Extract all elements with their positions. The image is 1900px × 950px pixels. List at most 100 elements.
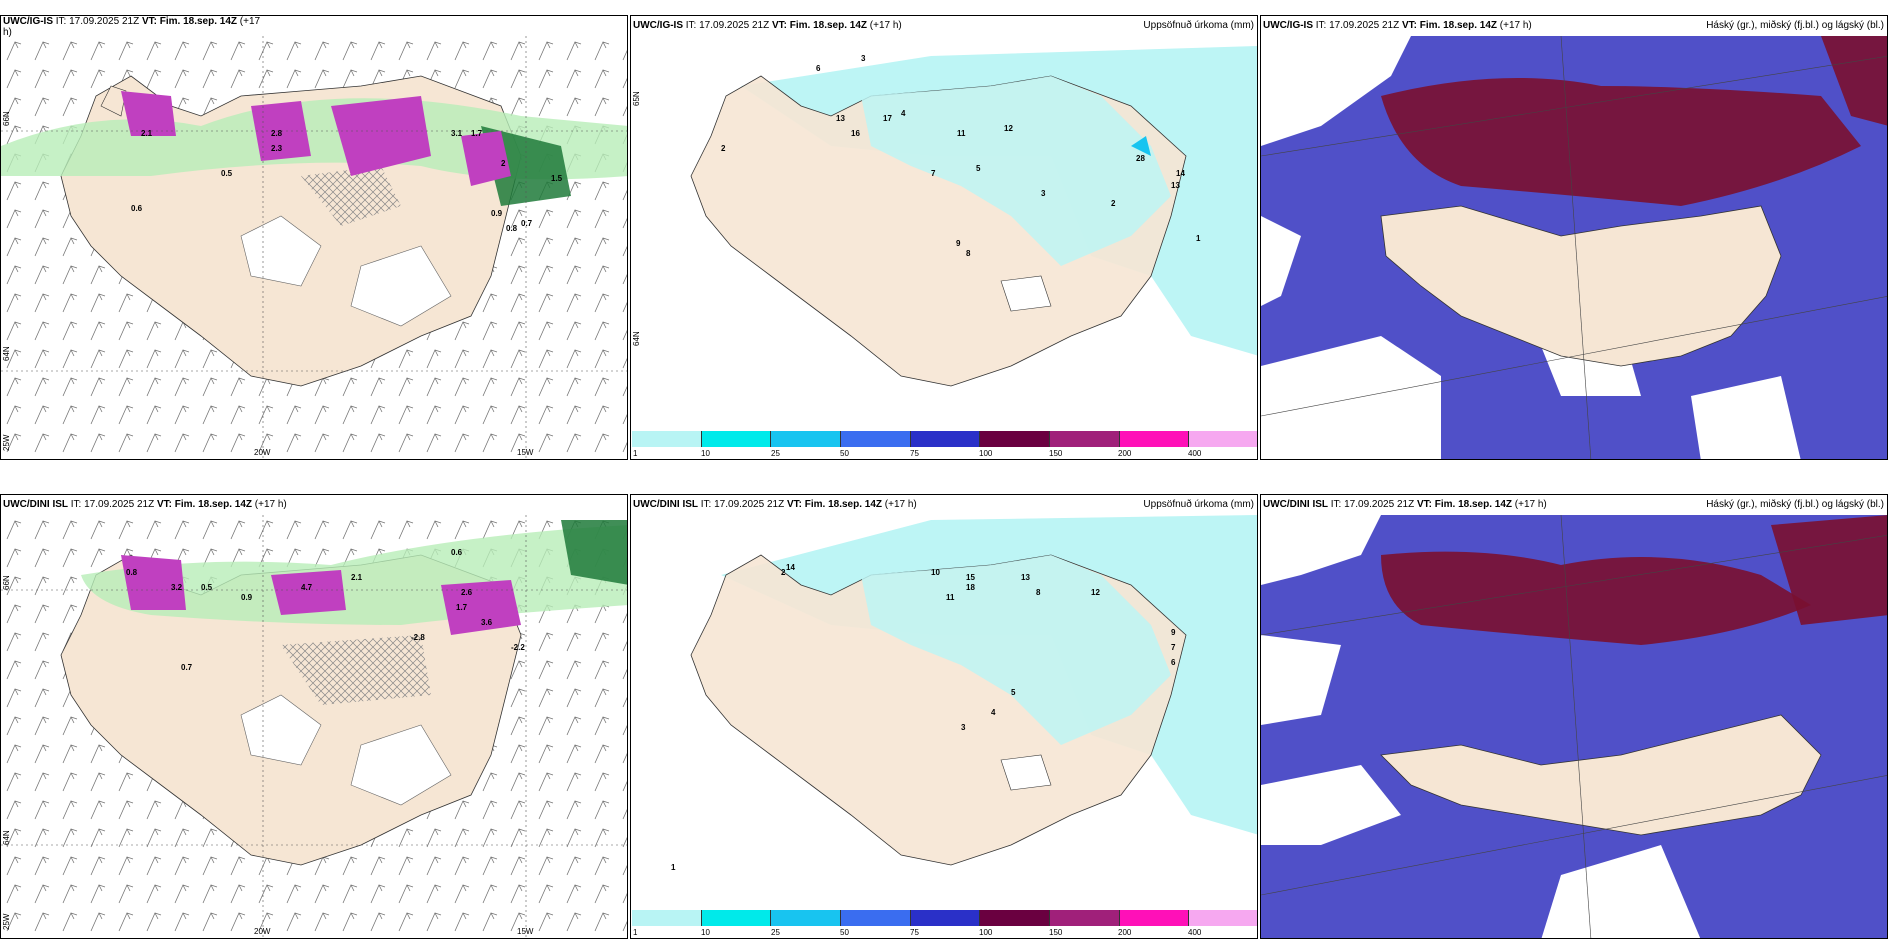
precip-value-label: 2 [1111, 199, 1116, 208]
precip-value-label: 0.9 [241, 593, 253, 602]
precip-value-label: 12 [1091, 588, 1100, 597]
glacier [240, 215, 322, 287]
precip-value-label: 18 [966, 583, 975, 592]
colorbar-swatch [1119, 431, 1190, 447]
lat-label: 64N [632, 331, 641, 346]
accumulated-precip-map: 2 14 15 10 11 18 13 12 8 9 7 6 5 4 3 1 [671, 515, 1257, 872]
precip-value-label: 2.1 [351, 573, 363, 582]
accumulated-precip-map: 6 3 4 2 13 16 17 11 12 28 14 13 9 8 7 5 … [690, 46, 1257, 387]
colorbar-swatches [632, 910, 1257, 926]
lon-label: 15W [517, 448, 534, 457]
precip-value-label: 11 [957, 129, 966, 138]
precip-value-label: 15 [966, 573, 975, 582]
precip-value-label: 0.9 [491, 209, 503, 218]
product-title: Háský (gr.), miðský (fj.bl.) og lágský (… [1706, 20, 1884, 31]
panel-header: UWC/IG-IS IT: 17.09.2025 21Z VT: Fim. 18… [1263, 20, 1532, 31]
precip-value-label: 1 [1196, 234, 1201, 243]
precip-value-label: 6 [1171, 658, 1176, 667]
lat-label: 66N [2, 575, 11, 590]
precip-value-label: 14 [1176, 169, 1185, 178]
lon-label: 20W [254, 448, 271, 457]
precip-value-label: 3 [1041, 189, 1046, 198]
colorbar-swatch [910, 431, 981, 447]
colorbar-swatch [701, 431, 772, 447]
colorbar-tick: 150 [1049, 449, 1063, 458]
colorbar-tick: 10 [701, 928, 710, 937]
colorbar-tick: 50 [840, 928, 849, 937]
colorbar-tick: 200 [1118, 928, 1132, 937]
panel-bottom-middle: UWC/DINI ISL IT: 17.09.2025 21Z VT: Fim.… [630, 494, 1258, 939]
colorbar-swatch [841, 431, 911, 447]
panel-bottom-right: UWC/DINI ISL IT: 17.09.2025 21Z VT: Fim.… [1260, 494, 1888, 939]
precip-value-label: 13 [836, 114, 845, 123]
colorbar: 1 10 25 50 75 100 150 200 400 [631, 910, 1257, 938]
colorbar-tick: 100 [979, 928, 993, 937]
lon-label: 20W [254, 927, 271, 936]
product-title: Háský (gr.), miðský (fj.bl.) og lágský (… [1706, 499, 1884, 510]
precip-type-map: 0.8 3.2 0.5 0.9 4.7 2.1 0.6 2.6 1.7 3.6 … [1, 515, 627, 938]
colorbar-swatch [910, 910, 981, 926]
colorbar-tick: 1 [633, 449, 638, 458]
colorbar-swatches [632, 431, 1257, 447]
colorbar-swatch [771, 910, 842, 926]
glacier [240, 694, 322, 766]
precip-value-label: 4 [991, 708, 996, 717]
precip-value-label: 7 [931, 169, 936, 178]
cloud-cover-map [1261, 515, 1887, 938]
precip-value-label: -2.8 [411, 633, 425, 642]
precip-value-label: -2.2 [511, 643, 525, 652]
precip-value-label: 3.2 [171, 583, 183, 592]
snow-area [271, 570, 346, 615]
colorbar-tick: 400 [1188, 928, 1202, 937]
precip-value-label: 1.7 [471, 129, 483, 138]
precip-value-label: 16 [851, 129, 860, 138]
lat-label: 64N [2, 346, 11, 361]
panel-top-middle: UWC/IG-IS IT: 17.09.2025 21Z VT: Fim. 18… [630, 15, 1258, 460]
panel-top-right: UWC/IG-IS IT: 17.09.2025 21Z VT: Fim. 18… [1260, 15, 1888, 460]
precip-value-label: 11 [946, 593, 955, 602]
colorbar-swatch [980, 910, 1051, 926]
sleet-hatch [301, 166, 401, 226]
snow-area [121, 91, 176, 136]
precip-value-label: 12 [1004, 124, 1013, 133]
precip-value-label: 13 [1171, 181, 1180, 190]
colorbar-tick: 400 [1188, 449, 1202, 458]
precip-value-label: 9 [956, 239, 961, 248]
colorbar-swatch [1050, 431, 1120, 447]
precip-value-label: 0.5 [221, 169, 233, 178]
colorbar-swatch [632, 910, 702, 926]
precip-value-label: 0.6 [131, 204, 143, 213]
panel-header: UWC/IG-IS IT: 17.09.2025 21Z VT: Fim. 18… [3, 16, 261, 38]
cloud-high-layer [1381, 78, 1861, 206]
colorbar-swatch [1189, 431, 1257, 447]
colorbar: 1 10 25 50 75 100 150 200 400 [631, 431, 1257, 459]
precip-value-label: 1.7 [456, 603, 468, 612]
precip-value-label: 10 [931, 568, 940, 577]
colorbar-tick: 75 [910, 449, 919, 458]
precip-heavy-spot [1131, 136, 1151, 156]
precip-value-label: 5 [1011, 688, 1016, 697]
lat-label: 65N [632, 91, 641, 106]
precip-value-label: 7 [1171, 643, 1176, 652]
precip-value-label: 0.5 [201, 583, 213, 592]
snow-area [441, 580, 521, 635]
colorbar-tick: 100 [979, 449, 993, 458]
precip-type-map: 2.1 0.6 0.5 2.8 2.3 3.1 1.7 2 0.7 1.5 0.… [1, 36, 627, 459]
colorbar-swatch [841, 910, 911, 926]
cloud-high-layer [1381, 551, 1811, 645]
glacier [1000, 754, 1052, 791]
precip-value-label: 1 [671, 863, 676, 872]
colorbar-swatch [1189, 910, 1257, 926]
colorbar-swatch [1050, 910, 1120, 926]
colorbar-swatch [771, 431, 842, 447]
panel-top-left: UWC/IG-IS IT: 17.09.2025 21Z VT: Fim. 18… [0, 15, 628, 460]
precip-value-label: 2 [501, 159, 506, 168]
precip-value-label: 0.8 [506, 224, 518, 233]
colorbar-swatch [980, 431, 1051, 447]
precip-value-label: 3.6 [481, 618, 493, 627]
colorbar-tick: 50 [840, 449, 849, 458]
precip-value-label: 8 [1036, 588, 1041, 597]
colorbar-tick: 1 [633, 928, 638, 937]
panel-bottom-left: UWC/DINI ISL IT: 17.09.2025 21Z VT: Fim.… [0, 494, 628, 939]
glacier [350, 245, 452, 327]
